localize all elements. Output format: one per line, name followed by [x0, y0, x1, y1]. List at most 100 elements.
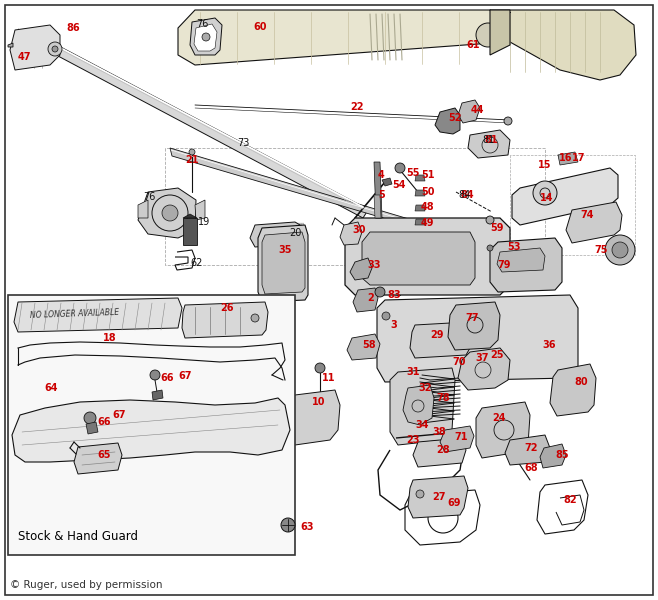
Text: 38: 38: [432, 427, 445, 437]
Circle shape: [533, 181, 557, 205]
Text: 66: 66: [97, 417, 111, 427]
Text: 37: 37: [475, 353, 488, 363]
Polygon shape: [12, 398, 290, 462]
Text: 11: 11: [322, 373, 336, 383]
Text: 10: 10: [312, 397, 326, 407]
Polygon shape: [413, 438, 466, 467]
Text: 20: 20: [289, 228, 301, 238]
Polygon shape: [382, 178, 392, 186]
Polygon shape: [353, 288, 378, 312]
Text: 67: 67: [112, 410, 126, 420]
Polygon shape: [410, 322, 472, 358]
Text: 55: 55: [406, 168, 420, 178]
Text: 54: 54: [392, 180, 405, 190]
Text: 24: 24: [492, 413, 505, 423]
Polygon shape: [182, 302, 268, 338]
Text: 32: 32: [418, 383, 432, 393]
Text: Stock & Hand Guard: Stock & Hand Guard: [18, 530, 138, 543]
Text: 76: 76: [143, 192, 155, 202]
Text: 84: 84: [458, 190, 470, 200]
Text: 75: 75: [594, 245, 607, 255]
Text: 80: 80: [574, 377, 588, 387]
Text: 33: 33: [367, 260, 380, 270]
Text: 26: 26: [220, 303, 234, 313]
Text: 15: 15: [538, 160, 551, 170]
Text: 72: 72: [524, 443, 538, 453]
Text: 74: 74: [580, 210, 594, 220]
Circle shape: [251, 314, 259, 322]
Text: 82: 82: [563, 495, 576, 505]
Text: 3: 3: [390, 320, 397, 330]
Text: 31: 31: [406, 367, 420, 377]
Circle shape: [281, 518, 295, 532]
Polygon shape: [490, 238, 562, 292]
Polygon shape: [8, 43, 13, 47]
Circle shape: [382, 312, 390, 320]
Polygon shape: [415, 175, 425, 181]
Text: 44: 44: [471, 105, 484, 115]
Circle shape: [315, 363, 325, 373]
Text: 29: 29: [430, 330, 443, 340]
Polygon shape: [152, 390, 163, 400]
Circle shape: [189, 149, 195, 155]
Polygon shape: [448, 302, 500, 350]
Circle shape: [48, 42, 62, 56]
Polygon shape: [415, 190, 425, 196]
Polygon shape: [183, 214, 197, 218]
Polygon shape: [468, 130, 510, 158]
Polygon shape: [550, 364, 596, 416]
Text: 51: 51: [421, 170, 434, 180]
Polygon shape: [52, 44, 368, 218]
Text: 78: 78: [436, 393, 449, 403]
Polygon shape: [10, 25, 60, 70]
Polygon shape: [490, 10, 510, 55]
Text: 53: 53: [507, 242, 520, 252]
Circle shape: [605, 235, 635, 265]
Circle shape: [395, 163, 405, 173]
Circle shape: [486, 216, 494, 224]
Polygon shape: [540, 444, 566, 468]
Polygon shape: [195, 200, 205, 220]
Text: 47: 47: [18, 52, 32, 62]
Text: 30: 30: [352, 225, 365, 235]
Text: 63: 63: [300, 522, 313, 532]
Polygon shape: [362, 232, 475, 285]
Polygon shape: [408, 476, 468, 518]
Polygon shape: [566, 202, 622, 243]
Polygon shape: [170, 148, 533, 262]
Text: 27: 27: [432, 492, 445, 502]
Text: 70: 70: [452, 357, 465, 367]
Circle shape: [612, 242, 628, 258]
Polygon shape: [415, 219, 425, 225]
Text: 71: 71: [454, 432, 467, 442]
Polygon shape: [390, 368, 455, 445]
Bar: [8, 295, 295, 555]
Polygon shape: [178, 10, 510, 65]
Polygon shape: [190, 18, 222, 55]
Text: 22: 22: [350, 102, 363, 112]
Polygon shape: [138, 188, 196, 238]
Polygon shape: [374, 195, 381, 218]
Polygon shape: [512, 168, 618, 225]
Text: 28: 28: [436, 445, 449, 455]
Polygon shape: [194, 24, 217, 51]
Text: 4: 4: [378, 170, 385, 180]
Text: 76: 76: [196, 19, 209, 29]
Circle shape: [476, 23, 500, 47]
Polygon shape: [183, 218, 197, 245]
Polygon shape: [490, 10, 636, 80]
Polygon shape: [415, 205, 425, 211]
Polygon shape: [288, 390, 340, 445]
Polygon shape: [258, 225, 308, 302]
Circle shape: [487, 245, 493, 251]
Text: 79: 79: [497, 260, 511, 270]
Text: 58: 58: [362, 340, 376, 350]
Polygon shape: [458, 100, 480, 123]
Polygon shape: [250, 222, 305, 247]
Polygon shape: [403, 385, 434, 425]
Text: 34: 34: [415, 420, 428, 430]
Text: 48: 48: [421, 202, 435, 212]
Text: 17: 17: [572, 153, 586, 163]
Text: 81: 81: [484, 135, 497, 145]
Polygon shape: [340, 222, 362, 245]
